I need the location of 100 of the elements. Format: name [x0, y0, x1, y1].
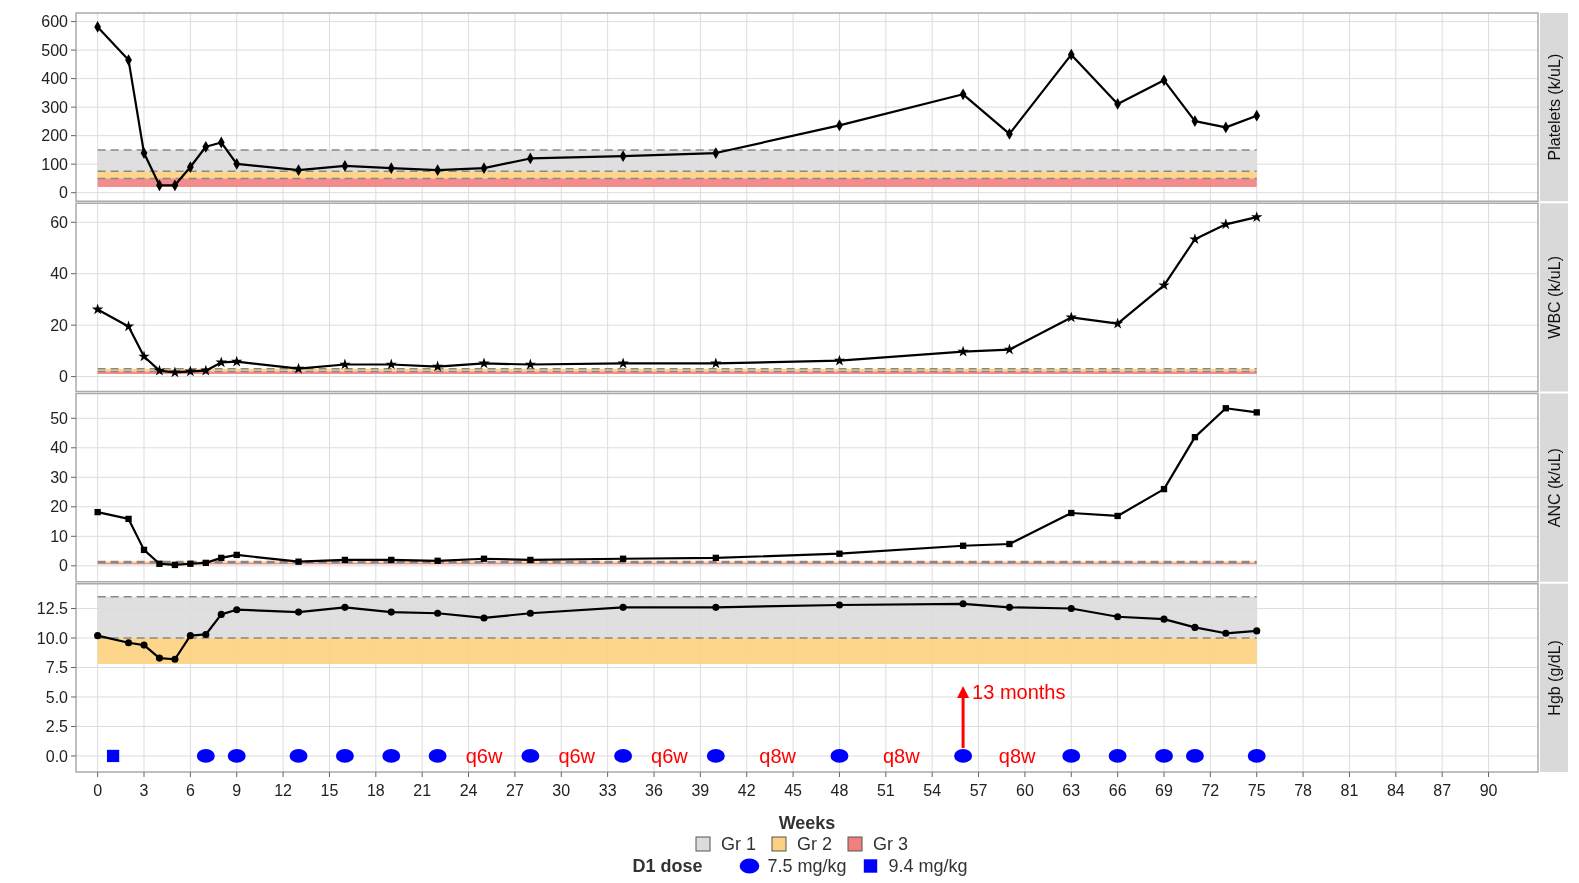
legend-label: Gr 2: [797, 834, 833, 855]
annotation: q6w: [558, 744, 596, 767]
point: [706, 749, 725, 763]
point: [215, 356, 227, 368]
x-tick-label: 54: [923, 782, 942, 799]
point: [91, 303, 104, 315]
point: [428, 749, 447, 763]
x-tick-label: 57: [969, 782, 988, 799]
point: [341, 603, 349, 611]
x-tick-label: 18: [366, 782, 385, 799]
point: [217, 610, 225, 618]
point: [1158, 279, 1170, 291]
point: [124, 639, 133, 647]
x-tick-label: 24: [459, 782, 478, 799]
point: [954, 749, 973, 763]
point: [710, 357, 722, 369]
point: [382, 749, 401, 763]
point: [1160, 615, 1168, 623]
point: [339, 358, 351, 370]
point: [335, 749, 354, 763]
annotation: q6w: [651, 744, 689, 767]
point: [202, 559, 209, 567]
annotation: 13 months: [972, 680, 1066, 703]
point: [106, 749, 120, 763]
point: [833, 354, 846, 366]
y-tick-label: 200: [41, 127, 69, 145]
point: [1189, 233, 1201, 245]
x-tick-label: 33: [598, 782, 617, 799]
point: [434, 609, 442, 617]
legend-label: Gr 1: [721, 834, 757, 855]
point: [294, 608, 303, 616]
point: [233, 551, 240, 559]
x-tick-label: 39: [691, 782, 710, 799]
x-tick-label: 15: [320, 782, 339, 799]
y-tick-label: 10.0: [36, 629, 69, 647]
annotation: q8w: [882, 744, 921, 767]
y-tick-label: 7.5: [45, 659, 69, 677]
y-tick-label: 2.5: [45, 718, 69, 736]
legend-title: D1 dose: [632, 856, 703, 877]
x-tick-label: 60: [1016, 782, 1034, 799]
y-tick-label: 0.0: [45, 747, 69, 765]
point: [233, 606, 241, 614]
point: [1191, 434, 1199, 441]
point: [619, 555, 627, 562]
legend-label: 9.4 mg/kg: [888, 856, 968, 877]
point: [1114, 512, 1121, 520]
point: [155, 654, 164, 662]
point: [187, 560, 194, 567]
point: [959, 600, 967, 608]
point: [835, 601, 844, 609]
legend-label: 7.5 mg/kg: [767, 856, 847, 877]
point: [959, 542, 967, 549]
point: [434, 557, 441, 564]
point: [138, 350, 150, 362]
x-tick-label: 63: [1062, 782, 1081, 799]
point: [122, 320, 135, 332]
y-axis-title: ANC (k/uL): [1546, 448, 1563, 528]
point: [153, 364, 166, 376]
y-tick-label: 500: [41, 41, 69, 59]
y-tick-label: 600: [41, 13, 69, 31]
x-tick-label: 48: [830, 782, 849, 799]
y-tick-label: 0: [59, 368, 69, 386]
point: [1111, 317, 1124, 329]
annotation: q6w: [465, 744, 503, 767]
point: [1003, 343, 1016, 355]
x-tick-label: 12: [274, 782, 293, 799]
y-axis-title: Platelets (k/uL): [1546, 53, 1563, 161]
point: [614, 749, 633, 763]
point: [1114, 613, 1122, 621]
point: [1068, 509, 1075, 517]
legend-label: Gr 3: [873, 834, 909, 855]
x-tick-label: 0: [93, 782, 103, 799]
point: [617, 357, 629, 369]
point: [140, 641, 148, 649]
point: [1222, 629, 1230, 637]
point: [521, 749, 540, 763]
point: [1222, 405, 1229, 412]
point: [1005, 603, 1014, 611]
point: [289, 749, 308, 763]
y-axis-title: WBC (k/uL): [1546, 256, 1563, 339]
y-tick-label: 0: [59, 184, 69, 202]
point: [202, 630, 210, 639]
point: [140, 546, 148, 554]
point: [712, 603, 720, 611]
point: [1247, 749, 1266, 763]
point: [1253, 627, 1261, 635]
point: [1253, 409, 1260, 416]
point: [480, 555, 488, 562]
point: [527, 556, 534, 564]
point: [478, 357, 490, 369]
x-tick-label: 75: [1247, 782, 1266, 799]
y-tick-label: 20: [50, 498, 69, 516]
x-tick-label: 36: [645, 782, 663, 799]
y-tick-label: 12.5: [36, 600, 69, 618]
point: [200, 364, 212, 376]
y-tick-label: 300: [41, 98, 69, 116]
x-tick-label: 9: [232, 782, 242, 799]
y-tick-label: 0: [59, 557, 69, 575]
point: [524, 358, 537, 370]
point: [94, 632, 102, 640]
